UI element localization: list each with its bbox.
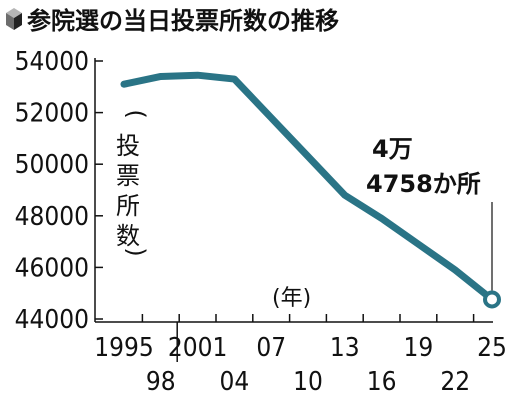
y-axis-title: ( 投票所数) [116, 109, 150, 256]
y-axis-title-char: 所 [116, 192, 140, 220]
y-tick-label: 54000 [15, 47, 89, 77]
x-tick-label: 22 [440, 367, 470, 397]
y-axis-title-char: 票 [116, 162, 140, 190]
annotation-group: 4万 4758か所 [366, 135, 493, 291]
x-tick-label: 98 [146, 367, 176, 397]
y-tick-label: 46000 [15, 253, 89, 283]
x-tick-label: 16 [367, 367, 397, 397]
endpoint-marker [483, 290, 501, 309]
x-tick-label: 13 [330, 333, 360, 363]
x-tick-label: 04 [220, 367, 250, 397]
y-axis-title-char: 数 [116, 222, 140, 250]
x-tick-label: 07 [256, 333, 286, 363]
y-tick-label: 52000 [15, 99, 89, 129]
x-tick-label: 25 [477, 333, 507, 363]
annotation-line-1: 4万 [372, 135, 413, 163]
y-axis-title-char: ) [122, 247, 150, 256]
y-axis-ticks: 44000 46000 48000 50000 52000 54000 [15, 47, 103, 335]
title-icon [6, 8, 22, 30]
x-tick-label: 10 [293, 367, 323, 397]
x-tick-label: 19 [404, 333, 434, 363]
chart-title: 参院選の当日投票所数の推移 [27, 7, 339, 35]
y-axis-title-char: ( [122, 109, 150, 118]
y-tick-label: 44000 [15, 305, 89, 335]
x-tick-label: 1995 [94, 333, 154, 363]
annotation-line-2: 4758か所 [366, 170, 481, 198]
y-axis-title-char: 投 [116, 132, 140, 160]
y-tick-label: 48000 [15, 202, 89, 232]
series-group [120, 71, 501, 309]
series-line [120, 71, 496, 303]
y-tick-label: 50000 [15, 150, 89, 180]
x-axis-title: (年) [272, 286, 311, 311]
